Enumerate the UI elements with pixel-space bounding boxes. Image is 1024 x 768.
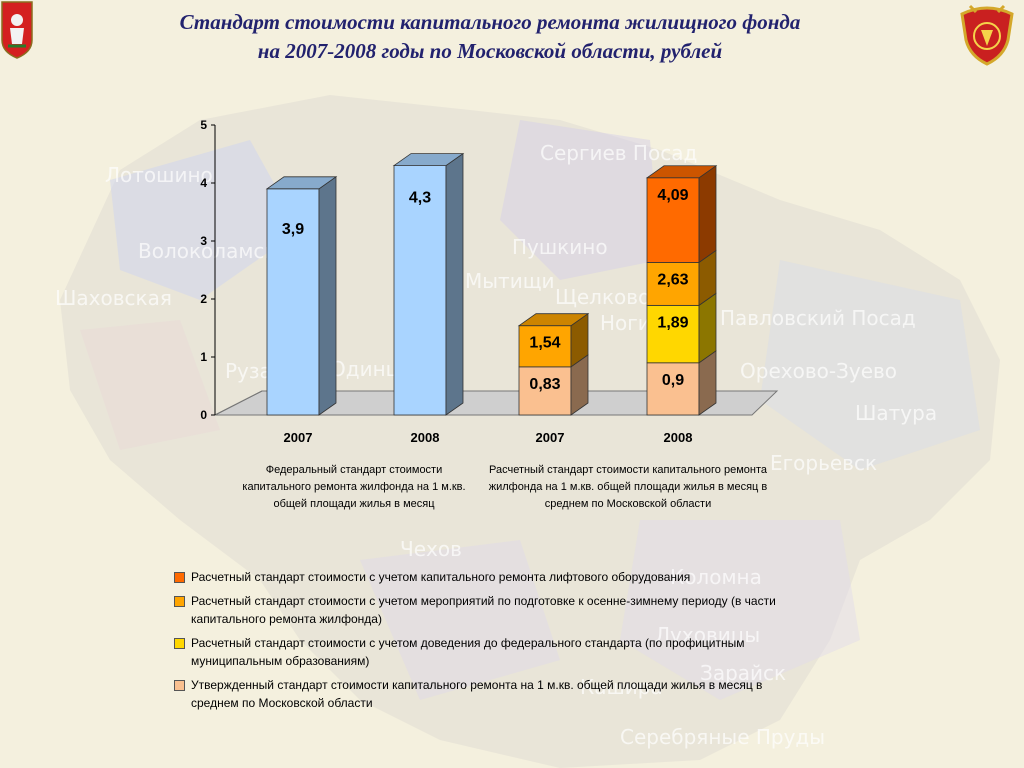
x-tick-label: 2008	[664, 430, 693, 445]
map-label: Шаховская	[55, 286, 172, 310]
map-label: Кашира	[580, 675, 663, 699]
map-label: Павловский Посад	[720, 306, 916, 330]
map-label: Пушкино	[512, 235, 608, 259]
legend-item-winter: Расчетный стандарт стоимости с учетом ме…	[170, 592, 810, 628]
caption-regional: Расчетный стандарт стоимости капитальног…	[488, 464, 768, 510]
legend-swatch	[174, 680, 185, 691]
data-label: 4,09	[657, 187, 688, 204]
data-label: 0,83	[529, 376, 560, 393]
y-tick-label: 0	[200, 408, 207, 422]
caption-federal: Федеральный стандарт стоимости капитальн…	[242, 464, 466, 510]
legend-item-elevator: Расчетный стандарт стоимости с учетом ка…	[170, 568, 810, 586]
bar-federal	[393, 165, 447, 416]
bar-segment	[646, 362, 700, 416]
map-label: Шатура	[855, 401, 937, 425]
data-label: 3,9	[282, 221, 304, 238]
stacked-bar-chart: 0 1 2 3 4 5 3,9 4,3 0,83 1,54 0,9 1,89 2,63 4,09 2007 2…	[200, 118, 779, 445]
legend-swatch	[174, 572, 185, 583]
map-label: Щелково	[555, 285, 650, 309]
bar-stack-top	[517, 313, 590, 327]
data-label: 4,3	[409, 190, 431, 207]
y-tick-label: 1	[200, 350, 207, 364]
title-line-2: на 2007-2008 годы по Московской области,…	[257, 39, 723, 63]
bar-segment-side	[698, 165, 717, 264]
legend: Расчетный стандарт стоимости с учетом ка…	[170, 568, 810, 718]
bar-segment	[646, 304, 700, 364]
map-label: Коломна	[670, 565, 762, 589]
bar-segment	[518, 366, 572, 416]
y-tick-label: 5	[200, 118, 207, 132]
map-label: Сергиев Посад	[540, 141, 697, 165]
coat-of-arms-icon	[1, 1, 33, 59]
map-label: Волоколамск	[138, 239, 277, 263]
legend-swatch	[174, 596, 185, 607]
organization-emblem-icon	[960, 4, 1014, 66]
bar-federal-top	[392, 153, 465, 166]
chart-floor-edge	[214, 390, 263, 416]
bar-federal-top	[265, 176, 338, 190]
map-label: Чехов	[400, 537, 462, 561]
map-label: Луховицы	[655, 623, 760, 647]
map-label: Орехово-Зуево	[740, 359, 897, 383]
bar-federal-side	[445, 152, 464, 416]
map-label: Мытищи	[465, 269, 555, 293]
y-tick-label: 3	[200, 234, 207, 248]
map-label: Егорьевск	[770, 451, 877, 475]
legend-label: Расчетный стандарт стоимости с учетом до…	[191, 636, 745, 668]
bar-segment	[518, 325, 572, 368]
map-label: Лотошино	[105, 163, 213, 187]
data-label: 0,9	[662, 372, 684, 389]
y-tick-label: 2	[200, 292, 207, 306]
x-tick-label: 2007	[284, 430, 313, 445]
legend-item-federal-adjustment: Расчетный стандарт стоимости с учетом до…	[170, 634, 810, 670]
data-label: 1,54	[529, 335, 560, 352]
x-tick-label: 2007	[536, 430, 565, 445]
data-label: 2,63	[657, 271, 688, 288]
map-label: Серебряные Пруды	[620, 725, 825, 749]
legend-label: Расчетный стандарт стоимости с учетом ка…	[191, 570, 691, 584]
map-label: Руза	[225, 359, 272, 383]
title-line-1: Стандарт стоимости капитального ремонта …	[179, 10, 801, 34]
legend-label: Утвержденный стандарт стоимости капиталь…	[191, 678, 763, 710]
bar-stack-top	[645, 165, 718, 179]
bar-segment	[646, 177, 700, 263]
legend-swatch	[174, 638, 185, 649]
legend-item-approved: Утвержденный стандарт стоимости капиталь…	[170, 676, 810, 712]
page-title: Стандарт стоимости капитального ремонта …	[100, 8, 880, 66]
y-tick-label: 4	[200, 176, 207, 190]
map-label: Зарайск	[700, 661, 786, 685]
bar-segment	[646, 262, 700, 306]
data-label: 1,89	[657, 314, 688, 331]
x-tick-label: 2008	[411, 430, 440, 445]
legend-label: Расчетный стандарт стоимости с учетом ме…	[191, 594, 776, 626]
bar-federal-side	[318, 176, 337, 416]
